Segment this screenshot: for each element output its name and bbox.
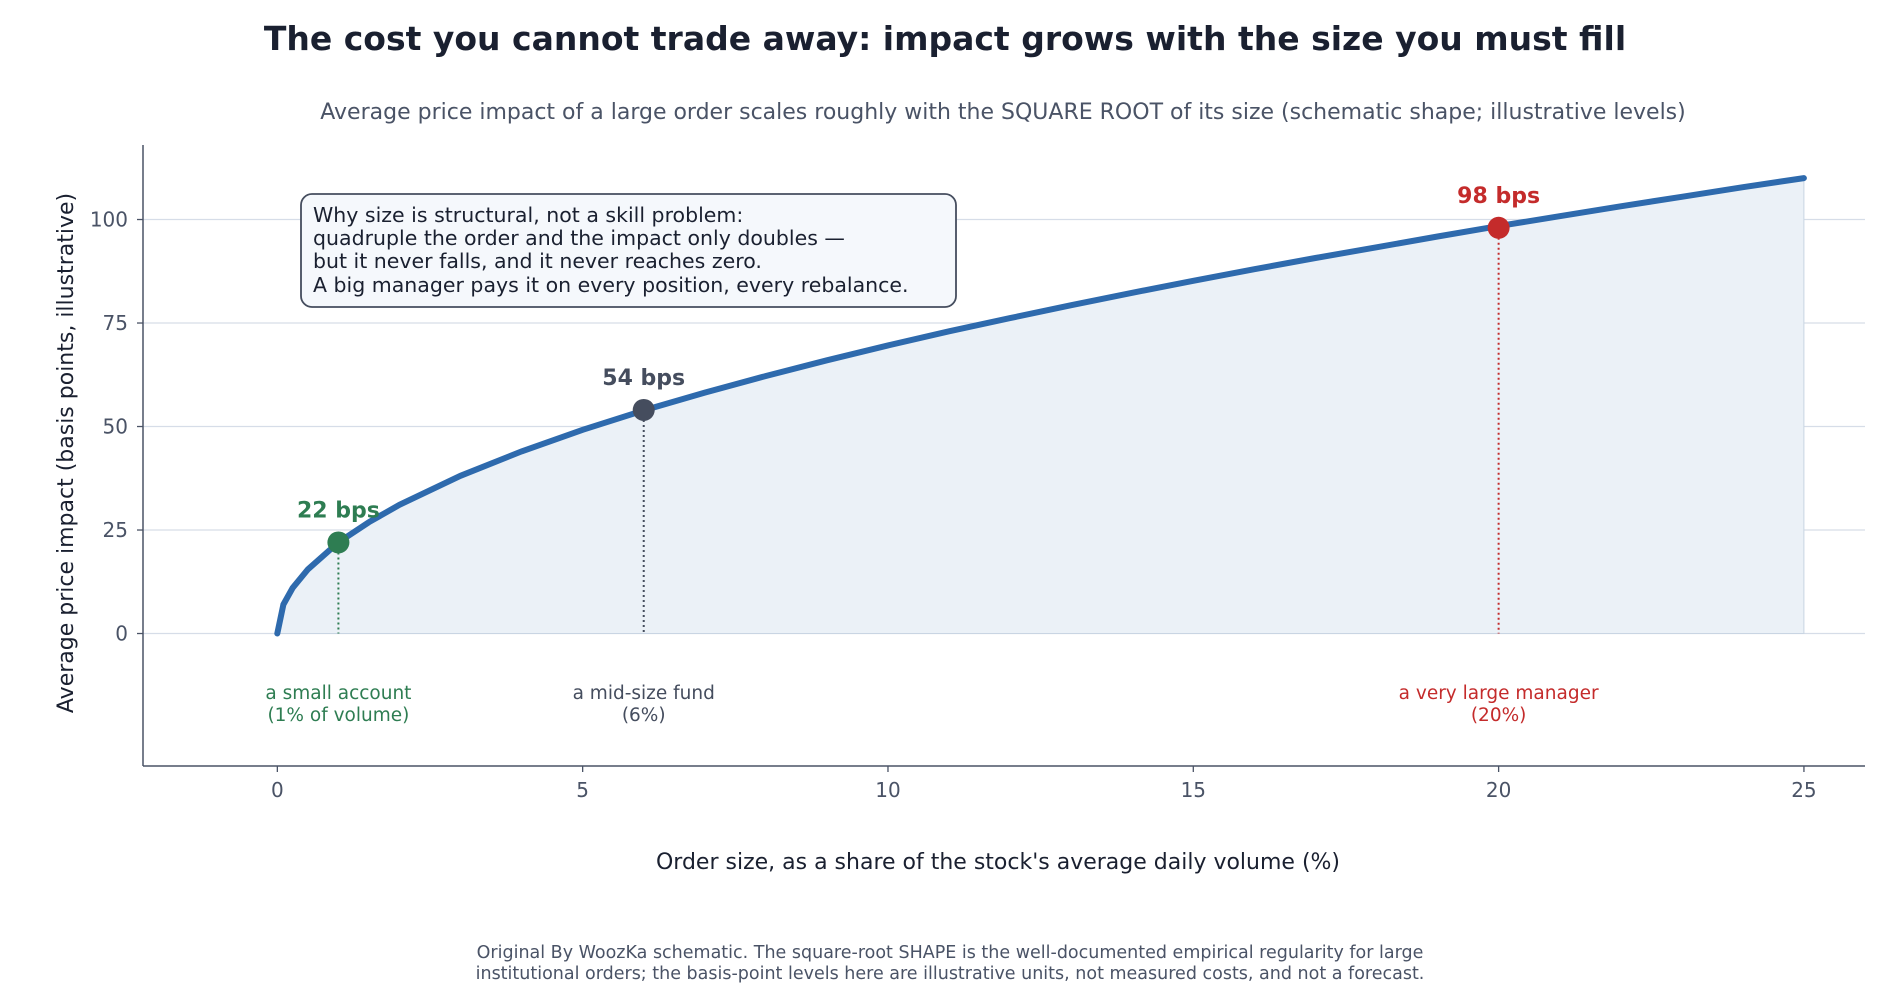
category-label: a very large manager xyxy=(1399,683,1599,704)
category-label: (20%) xyxy=(1471,705,1527,726)
axis-ticks: 0 5 10 15 20 25 0 25 50 75 100 xyxy=(90,208,1817,802)
x-axis-label: Order size, as a share of the stock's av… xyxy=(656,850,1340,875)
y-tick-label: 100 xyxy=(90,208,128,232)
footer-note: Original By WoozKa schematic. The square… xyxy=(477,943,1424,963)
point-label: 22 bps xyxy=(297,498,380,523)
chart-title: The cost you cannot trade away: impact g… xyxy=(264,19,1626,58)
x-tick-label: 25 xyxy=(1791,778,1816,802)
chart-subtitle: Average price impact of a large order sc… xyxy=(320,100,1685,125)
x-tick-label: 10 xyxy=(875,778,900,802)
y-tick-label: 0 xyxy=(115,622,128,646)
y-tick-label: 75 xyxy=(103,311,128,335)
x-tick-label: 15 xyxy=(1181,778,1206,802)
category-label: a small account xyxy=(265,683,411,704)
annotation-line: A big manager pays it on every position,… xyxy=(313,273,909,297)
point-label: 98 bps xyxy=(1457,184,1540,209)
annotation-line: Why size is structural, not a skill prob… xyxy=(313,203,743,227)
annotation-line: quadruple the order and the impact only … xyxy=(313,226,845,250)
point-label: 54 bps xyxy=(602,366,685,391)
x-tick-label: 0 xyxy=(271,778,284,802)
footer-note: institutional orders; the basis-point le… xyxy=(476,964,1425,984)
y-tick-label: 25 xyxy=(103,518,128,542)
x-tick-label: 5 xyxy=(576,778,589,802)
annotation-box: Why size is structural, not a skill prob… xyxy=(300,193,957,308)
annotation-frame xyxy=(300,193,957,308)
category-label: (1% of volume) xyxy=(267,705,409,726)
category-label: (6%) xyxy=(622,705,666,726)
highlight-points: 22 bps a small account(1% of volume) 54 bp… xyxy=(265,184,1599,726)
y-axis-label: Average price impact (basis points, illu… xyxy=(54,193,79,713)
annotation-line: but it never falls, and it never reaches… xyxy=(313,249,762,273)
highlight-marker xyxy=(327,531,350,554)
category-label: a mid-size fund xyxy=(573,683,715,704)
highlight-marker xyxy=(632,398,655,421)
y-tick-label: 50 xyxy=(103,415,128,439)
guide-lines xyxy=(337,227,1500,634)
highlight-marker xyxy=(1487,216,1510,239)
x-tick-label: 20 xyxy=(1486,778,1511,802)
